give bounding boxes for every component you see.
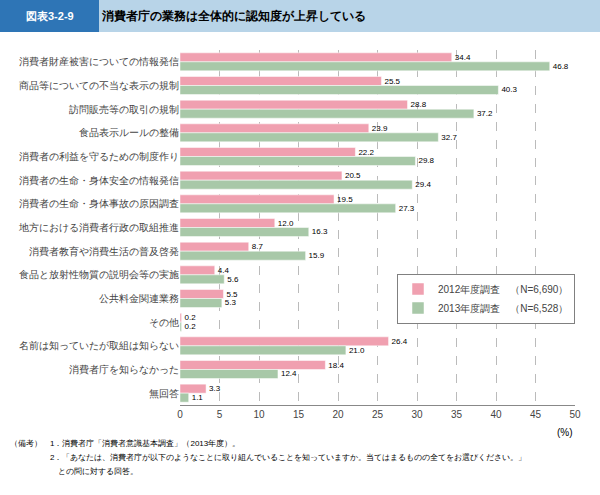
svg-text:消費者の利益を守るための制度作り: 消費者の利益を守るための制度作り — [19, 151, 179, 162]
svg-text:4.4: 4.4 — [218, 266, 230, 275]
svg-text:34.4: 34.4 — [455, 53, 471, 62]
svg-text:3.3: 3.3 — [209, 384, 221, 393]
svg-text:消費者庁の業務は全体的に認知度が上昇している: 消費者庁の業務は全体的に認知度が上昇している — [101, 9, 366, 23]
svg-text:0.2: 0.2 — [185, 313, 197, 322]
svg-text:食品と放射性物質の説明会等の実施: 食品と放射性物質の説明会等の実施 — [19, 269, 179, 280]
svg-text:25: 25 — [372, 409, 384, 420]
svg-text:訪問販売等の取引の規制: 訪問販売等の取引の規制 — [69, 104, 179, 115]
svg-text:8.7: 8.7 — [252, 242, 264, 251]
svg-text:29.4: 29.4 — [415, 180, 431, 189]
svg-text:5.5: 5.5 — [226, 290, 238, 299]
svg-text:15: 15 — [293, 409, 305, 420]
svg-text:消費者の生命・身体安全の情報発信: 消費者の生命・身体安全の情報発信 — [19, 175, 179, 186]
svg-text:消費者庁を知らなかった: 消費者庁を知らなかった — [69, 364, 179, 375]
svg-text:37.2: 37.2 — [477, 109, 493, 118]
svg-text:図表3-2-9: 図表3-2-9 — [26, 10, 74, 22]
svg-text:30: 30 — [411, 409, 423, 420]
svg-text:2．「あなたは、消費者庁が以下のようなことに取り組んでいるこ: 2．「あなたは、消費者庁が以下のようなことに取り組んでいることを知っていますか。… — [10, 453, 526, 462]
svg-text:15.9: 15.9 — [309, 251, 325, 260]
svg-text:40: 40 — [490, 409, 502, 420]
svg-text:5.6: 5.6 — [227, 275, 239, 284]
svg-text:12.0: 12.0 — [278, 219, 294, 228]
svg-text:地方における消費者行政の取組推進: 地方における消費者行政の取組推進 — [18, 222, 179, 233]
svg-text:消費者財産被害についての情報発信: 消費者財産被害についての情報発信 — [19, 56, 179, 67]
svg-text:その他: その他 — [149, 317, 179, 328]
svg-text:12.4: 12.4 — [281, 369, 297, 378]
svg-text:32.7: 32.7 — [441, 133, 457, 142]
svg-text:27.3: 27.3 — [399, 204, 415, 213]
svg-text:22.2: 22.2 — [358, 148, 374, 157]
svg-text:45: 45 — [530, 409, 542, 420]
svg-text:40.3: 40.3 — [501, 85, 517, 94]
svg-text:28.8: 28.8 — [411, 100, 427, 109]
svg-text:2012年度調査 （N=6,690）: 2012年度調査 （N=6,690） — [438, 284, 568, 295]
svg-text:16.3: 16.3 — [312, 227, 328, 236]
svg-text:20.5: 20.5 — [345, 171, 361, 180]
svg-text:公共料金関連業務: 公共料金関連業務 — [99, 293, 179, 304]
svg-text:との問に対する回答。: との問に対する回答。 — [10, 467, 138, 476]
svg-text:5: 5 — [217, 409, 223, 420]
svg-text:名前は知っていたが取組は知らない: 名前は知っていたが取組は知らない — [19, 340, 179, 351]
svg-text:商品等についての不当な表示の規制: 商品等についての不当な表示の規制 — [19, 80, 179, 91]
svg-text:29.8: 29.8 — [418, 156, 434, 165]
svg-text:5.3: 5.3 — [225, 298, 237, 307]
svg-text:0.2: 0.2 — [185, 322, 197, 331]
svg-text:19.5: 19.5 — [337, 195, 353, 204]
svg-text:2013年度調査 （N=6,528）: 2013年度調査 （N=6,528） — [438, 303, 568, 314]
svg-text:25.5: 25.5 — [384, 77, 400, 86]
svg-text:0: 0 — [177, 409, 183, 420]
svg-text:23.9: 23.9 — [372, 124, 388, 133]
svg-text:1.1: 1.1 — [192, 393, 204, 402]
svg-text:35: 35 — [451, 409, 463, 420]
svg-text:50: 50 — [569, 409, 581, 420]
svg-text:46.8: 46.8 — [553, 62, 569, 71]
svg-text:消費者の生命・身体事故の原因調査: 消費者の生命・身体事故の原因調査 — [19, 198, 179, 209]
svg-text:食品表示ルールの整備: 食品表示ルールの整備 — [79, 127, 179, 138]
svg-text:消費者教育や消費生活の普及啓発: 消費者教育や消費生活の普及啓発 — [29, 246, 179, 257]
svg-text:10: 10 — [253, 409, 265, 420]
svg-text:20: 20 — [332, 409, 344, 420]
svg-text:無回答: 無回答 — [149, 388, 179, 399]
svg-text:26.4: 26.4 — [392, 337, 408, 346]
svg-text:(%): (%) — [557, 427, 573, 438]
svg-text:18.4: 18.4 — [328, 361, 344, 370]
svg-text:21.0: 21.0 — [349, 346, 365, 355]
svg-text:（備考） 1．消費者庁「消費者意識基本調査」（2013年度）: （備考） 1．消費者庁「消費者意識基本調査」（2013年度）。 — [10, 439, 240, 448]
